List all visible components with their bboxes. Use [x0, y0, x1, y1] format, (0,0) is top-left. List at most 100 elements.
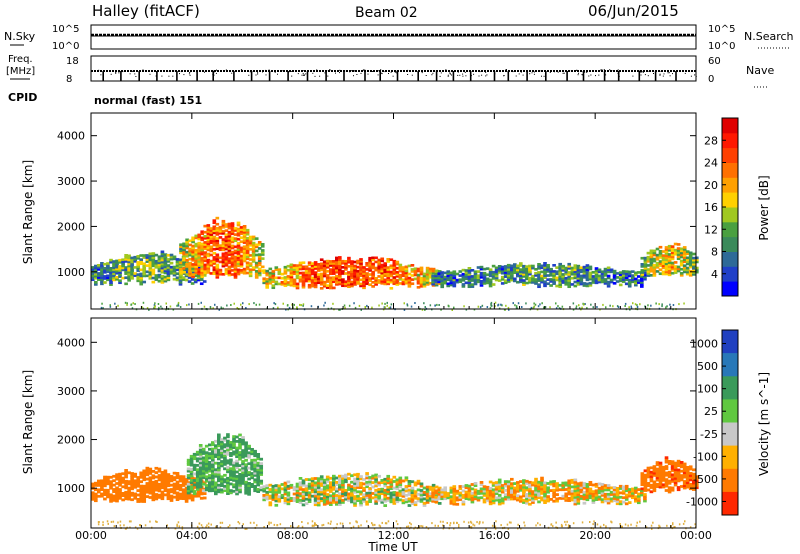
- scatter-cell: [479, 306, 482, 309]
- range-cell: [440, 285, 445, 289]
- range-cell: [413, 273, 418, 277]
- range-cell: [262, 269, 267, 272]
- range-cell: [229, 471, 233, 475]
- range-cell: [208, 463, 212, 466]
- range-cell: [627, 270, 632, 274]
- range-cell: [516, 483, 520, 487]
- range-cell: [166, 258, 171, 261]
- range-cell: [292, 272, 297, 276]
- range-cell: [239, 271, 244, 274]
- range-cell: [233, 270, 238, 273]
- range-cell: [304, 493, 309, 497]
- range-cell: [503, 489, 508, 492]
- range-cell: [194, 255, 199, 258]
- range-cell: [503, 279, 508, 283]
- range-cell: [203, 257, 208, 261]
- range-cell: [368, 498, 372, 501]
- scatter-cell: [284, 527, 286, 530]
- range-cell: [239, 269, 244, 272]
- range-cell: [204, 477, 209, 481]
- range-cell: [118, 475, 122, 478]
- range-cell: [470, 269, 475, 272]
- range-cell: [688, 487, 693, 491]
- range-cell: [200, 258, 205, 262]
- range-cell: [513, 269, 517, 273]
- range-cell: [350, 284, 354, 288]
- range-cell: [198, 444, 203, 447]
- range-cell: [103, 488, 107, 492]
- range-cell: [519, 488, 523, 492]
- range-cell: [292, 280, 297, 284]
- range-cell: [419, 484, 424, 488]
- range-cell: [214, 453, 218, 456]
- range-cell: [124, 276, 128, 280]
- colorbar-tick-label: 12: [704, 223, 718, 236]
- range-cell: [286, 493, 291, 497]
- range-cell: [106, 270, 110, 274]
- range-cell: [154, 495, 159, 499]
- range-cell: [389, 493, 394, 497]
- range-cell: [670, 245, 675, 248]
- range-cell: [383, 482, 388, 486]
- colorbar-tick-label: 24: [704, 157, 718, 170]
- scatter-cell: [109, 305, 112, 308]
- range-cell: [191, 254, 195, 258]
- range-cell: [658, 468, 663, 471]
- range-cell: [594, 496, 599, 499]
- range-cell: [198, 446, 203, 449]
- scatter-cell: [627, 524, 629, 527]
- range-cell: [485, 499, 490, 502]
- range-cell: [208, 452, 212, 455]
- range-cell: [341, 498, 345, 502]
- range-cell: [603, 271, 608, 275]
- range-cell: [570, 270, 575, 274]
- range-cell: [652, 263, 657, 267]
- scatter-cell: [605, 306, 607, 309]
- range-cell: [655, 257, 660, 261]
- range-cell: [215, 243, 220, 246]
- range-cell: [549, 284, 553, 287]
- range-cell: [215, 229, 220, 232]
- range-cell: [230, 261, 235, 264]
- range-cell: [410, 278, 415, 281]
- range-cell: [485, 281, 490, 285]
- scatter-cell: [276, 524, 278, 527]
- range-cell: [319, 268, 324, 272]
- range-cell: [335, 268, 339, 272]
- scatter-cell: [669, 303, 671, 306]
- range-cell: [160, 279, 165, 282]
- range-cell: [537, 500, 541, 504]
- range-cell: [191, 273, 195, 276]
- range-cell: [612, 277, 617, 281]
- range-cell: [194, 267, 199, 270]
- range-cell: [245, 263, 250, 267]
- range-cell: [211, 487, 215, 490]
- range-cell: [118, 267, 122, 270]
- range-cell: [215, 247, 220, 251]
- range-cell: [259, 479, 264, 483]
- range-cell: [579, 483, 584, 487]
- range-cell: [576, 279, 581, 282]
- range-cell: [338, 256, 342, 259]
- range-cell: [353, 482, 357, 485]
- range-cell: [195, 477, 200, 480]
- range-cell: [359, 282, 363, 286]
- range-cell: [329, 286, 333, 290]
- scatter-cell: [655, 302, 657, 305]
- range-cell: [189, 481, 194, 484]
- range-cell: [494, 490, 499, 493]
- range-cell: [664, 270, 669, 274]
- range-cell: [558, 271, 563, 274]
- range-cell: [133, 494, 138, 498]
- range-cell: [516, 489, 520, 493]
- range-cell: [227, 224, 232, 228]
- range-cell: [97, 490, 101, 494]
- scatter-cell: [268, 523, 270, 526]
- range-cell: [624, 487, 629, 490]
- range-cell: [160, 281, 165, 284]
- range-cell: [310, 284, 315, 288]
- range-cell: [283, 284, 288, 287]
- range-cell: [413, 271, 418, 275]
- range-cell: [175, 498, 180, 501]
